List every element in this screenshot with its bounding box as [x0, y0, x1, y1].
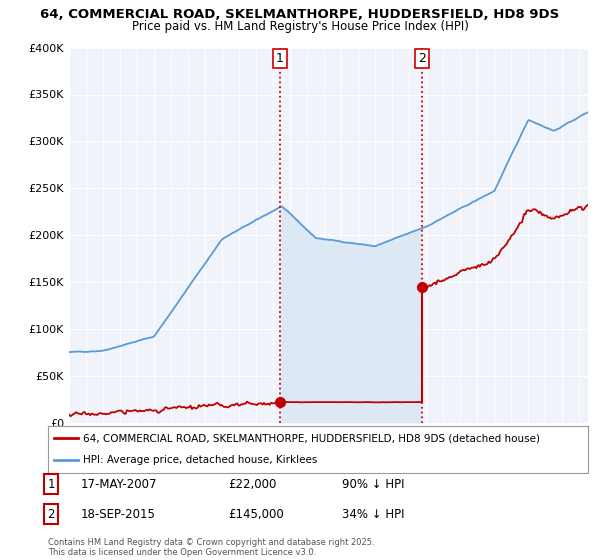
- Text: £145,000: £145,000: [228, 507, 284, 521]
- Text: 1: 1: [276, 52, 284, 66]
- Text: 18-SEP-2015: 18-SEP-2015: [81, 507, 156, 521]
- Text: Contains HM Land Registry data © Crown copyright and database right 2025.
This d: Contains HM Land Registry data © Crown c…: [48, 538, 374, 557]
- Text: 34% ↓ HPI: 34% ↓ HPI: [342, 507, 404, 521]
- Text: 2: 2: [47, 507, 55, 521]
- Text: 1: 1: [47, 478, 55, 491]
- Text: HPI: Average price, detached house, Kirklees: HPI: Average price, detached house, Kirk…: [83, 455, 317, 465]
- Text: 64, COMMERCIAL ROAD, SKELMANTHORPE, HUDDERSFIELD, HD8 9DS: 64, COMMERCIAL ROAD, SKELMANTHORPE, HUDD…: [40, 8, 560, 21]
- Text: 2: 2: [418, 52, 425, 66]
- Text: Price paid vs. HM Land Registry's House Price Index (HPI): Price paid vs. HM Land Registry's House …: [131, 20, 469, 32]
- Text: 64, COMMERCIAL ROAD, SKELMANTHORPE, HUDDERSFIELD, HD8 9DS (detached house): 64, COMMERCIAL ROAD, SKELMANTHORPE, HUDD…: [83, 433, 540, 444]
- Text: 90% ↓ HPI: 90% ↓ HPI: [342, 478, 404, 491]
- Text: £22,000: £22,000: [228, 478, 277, 491]
- Text: 17-MAY-2007: 17-MAY-2007: [81, 478, 157, 491]
